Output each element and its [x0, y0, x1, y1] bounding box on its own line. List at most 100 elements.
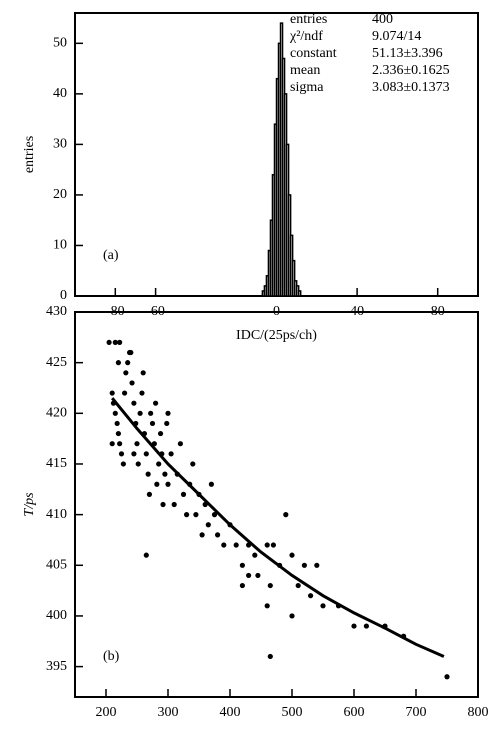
data-point	[131, 400, 137, 406]
data-point	[157, 430, 164, 437]
x-tick-label: 300	[158, 705, 179, 720]
y-tick-label: 30	[53, 137, 67, 152]
data-point	[239, 562, 245, 568]
data-point	[134, 441, 140, 447]
data-point	[148, 410, 154, 416]
data-point	[289, 552, 295, 558]
data-point	[149, 420, 156, 427]
data-point	[162, 471, 168, 477]
data-point	[308, 593, 314, 599]
y-axis-label: T/ps	[22, 492, 37, 517]
y-tick-label: 430	[46, 304, 67, 319]
data-point	[320, 603, 326, 609]
data-point	[211, 512, 218, 518]
data-point	[146, 491, 152, 497]
panel-label: (a)	[103, 248, 119, 263]
y-tick-label: 0	[60, 288, 67, 303]
stats-value: 51.13±3.396	[372, 46, 443, 61]
data-point	[270, 542, 276, 548]
stats-value: 400	[372, 12, 393, 27]
data-point	[125, 360, 131, 366]
data-point	[154, 481, 160, 487]
data-point	[122, 390, 128, 396]
y-axis-label: entries	[22, 136, 37, 173]
data-point	[239, 582, 245, 589]
data-point	[289, 613, 295, 619]
data-point	[283, 512, 289, 518]
stats-value: 9.074/14	[372, 29, 421, 44]
x-tick-label: 400	[220, 705, 241, 720]
y-tick-label: 395	[46, 659, 67, 674]
data-point	[180, 491, 187, 497]
data-point	[160, 501, 166, 508]
stats-name: sigma	[290, 80, 324, 95]
data-point	[255, 572, 261, 579]
data-point	[246, 572, 252, 579]
data-point	[153, 400, 159, 406]
x-tick-label: 800	[468, 705, 489, 720]
data-point	[114, 420, 120, 427]
stats-value: 2.336±0.1625	[372, 63, 450, 78]
data-point	[168, 451, 174, 457]
data-point	[139, 390, 145, 396]
data-point	[115, 430, 121, 437]
data-point	[106, 339, 112, 345]
data-point	[131, 451, 137, 457]
data-point	[112, 339, 118, 345]
panel-label: (b)	[103, 649, 120, 664]
data-point	[267, 653, 273, 660]
y-tick-label: 50	[53, 36, 67, 51]
plot-frame	[74, 311, 479, 698]
data-point	[123, 370, 129, 376]
data-point	[233, 542, 239, 548]
x-tick-label: 700	[406, 705, 427, 720]
data-point	[143, 451, 149, 457]
y-tick-label: 40	[53, 86, 67, 101]
y-tick-label: 425	[46, 355, 67, 370]
y-tick-label: 405	[46, 558, 67, 573]
data-point	[295, 582, 301, 589]
data-point	[215, 532, 221, 538]
data-point	[109, 441, 115, 447]
data-point	[118, 451, 125, 457]
data-point	[267, 582, 273, 589]
data-point	[252, 552, 258, 558]
data-point	[156, 461, 162, 467]
data-point	[205, 522, 211, 528]
y-tick-label: 420	[46, 406, 67, 421]
data-point	[145, 471, 151, 477]
data-point	[128, 349, 134, 356]
x-tick-label: 500	[282, 705, 303, 720]
stats-name: entries	[290, 12, 327, 27]
y-tick-label: 410	[46, 507, 67, 522]
data-point	[137, 410, 143, 416]
data-point	[190, 461, 196, 467]
data-point	[115, 360, 121, 366]
data-point	[117, 441, 123, 447]
data-point	[363, 623, 369, 629]
data-point	[208, 481, 214, 487]
x-tick-label: 600	[344, 705, 365, 720]
data-point	[120, 461, 126, 467]
data-point	[193, 512, 199, 518]
y-tick-label: 10	[53, 238, 67, 253]
stats-name: constant	[290, 46, 337, 61]
data-point	[314, 562, 320, 568]
histogram-bar	[291, 259, 296, 297]
data-point	[264, 603, 270, 609]
data-point	[301, 562, 307, 568]
data-point	[351, 623, 357, 629]
data-point	[177, 441, 183, 447]
data-point	[129, 380, 135, 386]
stats-name: mean	[290, 63, 320, 78]
data-point	[143, 552, 149, 558]
data-point	[135, 461, 141, 467]
x-tick-label: 200	[96, 705, 117, 720]
data-point	[171, 501, 177, 508]
y-tick-label: 415	[46, 456, 67, 471]
y-tick-label: 20	[53, 187, 67, 202]
histogram-bar	[297, 290, 302, 297]
data-point	[165, 410, 171, 416]
